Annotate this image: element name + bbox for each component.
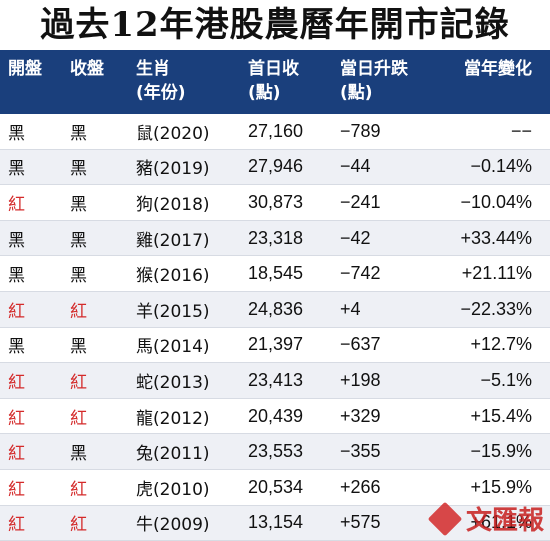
cell-zodiac: 豬(2019) [136,159,210,180]
cell-first-close: 23,318 [248,227,304,248]
table-row: 紅 紅 羊(2015) 24,836 +4 −22.33% [0,291,550,328]
cell-first-close: 21,397 [248,334,304,355]
table-row: 黑 黑 豬(2019) 27,946 −44 −0.14% [0,149,550,186]
cell-open: 黑 [8,266,25,287]
cell-open: 紅 [8,372,25,393]
cell-year-change: +15.9% [470,476,532,497]
cell-open: 紅 [8,194,25,215]
cell-zodiac: 猴(2016) [136,266,210,287]
watermark: 文匯報 [427,500,544,537]
table-row: 黑 黑 雞(2017) 23,318 −42 +33.44% [0,220,550,257]
cell-year-change: +15.4% [470,405,532,426]
cell-year-change: −15.9% [470,441,532,462]
table-row: 紅 紅 蛇(2013) 23,413 +198 −5.1% [0,363,550,399]
cell-first-close: 23,413 [248,369,304,390]
cell-first-change: +575 [340,512,381,533]
table-row: 紅 黑 狗(2018) 30,873 −241 −10.04% [0,185,550,221]
cell-close: 紅 [70,408,87,429]
cell-first-change: −789 [340,120,381,141]
cell-open: 紅 [8,444,25,465]
cell-zodiac: 羊(2015) [136,301,210,322]
table-row: 黑 黑 馬(2014) 21,397 −637 +12.7% [0,328,550,364]
cell-first-close: 20,439 [248,405,304,426]
cell-close: 紅 [70,479,87,500]
table-body: 黑黑鼠(2020) 27,160 −789 −− 黑黑豬(2019) 27,946 −44−… [0,114,550,541]
cell-first-close: 13,154 [248,512,304,533]
cell-first-close: 20,534 [248,476,304,497]
cell-first-close: 23,553 [248,441,304,462]
cell-close: 黑 [70,123,87,144]
table-row: 紅 紅 虎(2010) 20,534 +266 +15.9% [0,470,550,506]
cell-close: 紅 [70,515,87,536]
cell-first-change: +329 [340,405,381,426]
watermark-text: 文匯報 [465,506,544,536]
table-row: 紅 紅 龍(2012) 20,439 +329 +15.4% [0,399,550,435]
cell-first-change: −637 [340,334,381,355]
cell-zodiac: 虎(2010) [136,479,210,500]
table-row: 黑 黑 鼠(2020) 27,160 −789 −− [0,114,550,150]
cell-year-change: −0.14% [470,156,532,177]
cell-first-close: 30,873 [248,191,304,212]
cell-open: 紅 [8,301,25,322]
header-first-close: 首日收 (點) [248,59,299,103]
table-row: 黑 黑 猴(2016) 18,545 −742 +21.11% [0,256,550,292]
cell-close: 黑 [70,337,87,358]
cell-year-change: −5.1% [480,369,532,390]
cell-close: 黑 [70,266,87,287]
cell-year-change: +21.11% [461,263,532,284]
page-title: 過去12年港股農曆年開市記錄 [40,5,510,45]
cell-zodiac: 龍(2012) [136,408,210,429]
cell-first-change: +266 [340,476,381,497]
cell-first-change: −742 [340,263,381,284]
cell-zodiac: 兔(2011) [136,444,210,465]
header-first-change: 當日升跌 (點) [340,59,408,103]
cell-zodiac: 鼠(2020) [136,123,210,144]
cell-year-change: +12.7% [470,334,532,355]
cell-open: 黑 [8,230,25,251]
cell-first-close: 24,836 [248,298,304,319]
cell-open: 紅 [8,515,25,536]
cell-first-close: 18,545 [248,263,304,284]
cell-close: 黑 [70,159,87,180]
cell-year-change: +61.1% [470,512,532,533]
cell-close: 黑 [70,194,87,215]
header-year-change: 當年變化 [464,59,532,79]
cell-first-change: −355 [340,441,381,462]
cell-year-change: −− [510,120,532,141]
cell-open: 黑 [8,159,25,180]
cell-zodiac: 蛇(2013) [136,372,210,393]
table-row: 紅 黑 兔(2011) 23,553 −355 −15.9% [0,434,550,470]
cell-zodiac: 狗(2018) [136,194,210,215]
wenweipo-logo-icon [427,501,463,536]
cell-year-change: −10.04% [460,191,532,212]
header-close: 收盤 [70,59,104,79]
cell-first-change: −241 [340,191,381,212]
cell-close: 黑 [70,230,87,251]
cell-year-change: +33.44% [460,227,532,248]
cell-zodiac: 雞(2017) [136,230,210,251]
cell-year-change: −22.33% [460,298,532,319]
header-zodiac: 生肖 (年份) [136,59,186,103]
cell-open: 黑 [8,123,25,144]
cell-open: 紅 [8,479,25,500]
cell-zodiac: 牛(2009) [136,515,210,536]
cell-first-change: −44 [340,156,371,177]
cell-first-change: −42 [340,227,371,248]
cell-open: 紅 [8,408,25,429]
cell-first-change: +198 [340,369,381,390]
cell-first-close: 27,946 [248,156,304,177]
cell-close: 黑 [70,444,87,465]
table-header: 開盤 收盤 生肖 (年份) 首日收 (點) 當日升跌 (點) 當年變化 [0,50,550,114]
cell-open: 黑 [8,337,25,358]
cell-first-close: 27,160 [248,120,304,141]
header-open: 開盤 [8,59,42,79]
cell-zodiac: 馬(2014) [136,337,210,358]
cell-first-change: +4 [340,298,361,319]
cell-close: 紅 [70,301,87,322]
cell-close: 紅 [70,372,87,393]
